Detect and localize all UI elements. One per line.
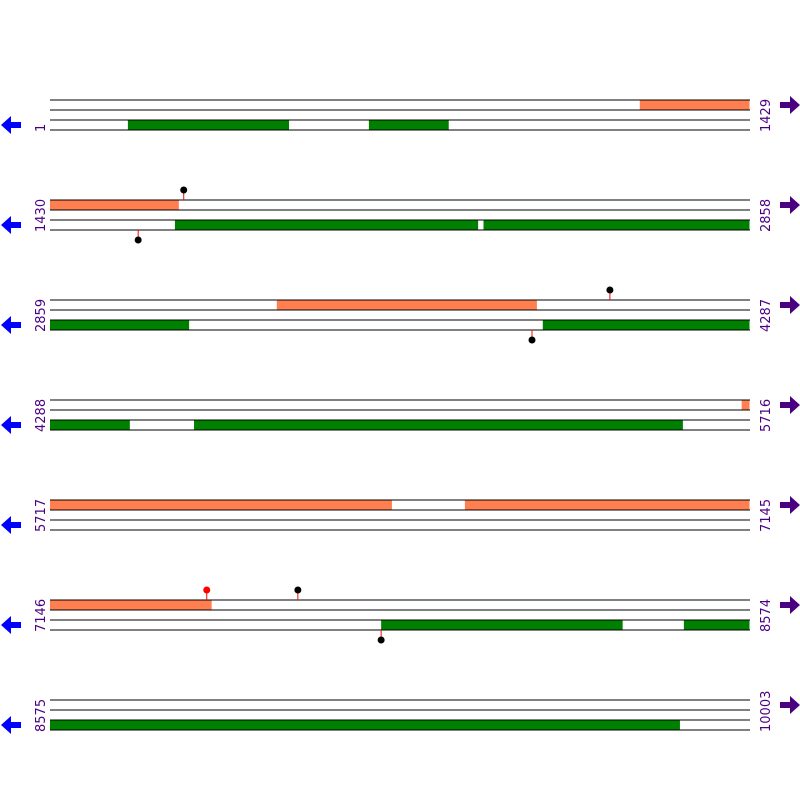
forward-arrow (780, 596, 800, 614)
forward-feature (50, 600, 212, 610)
forward-feature (50, 200, 179, 210)
forward-feature (639, 100, 750, 110)
reverse-feature (194, 420, 683, 430)
reverse-feature (50, 320, 190, 330)
reverse-feature (483, 220, 750, 230)
reverse-arrow (1, 216, 21, 234)
forward-feature (50, 500, 392, 510)
start-label: 7146 (34, 599, 49, 632)
end-label: 2858 (759, 199, 774, 232)
site-marker (294, 586, 302, 594)
reverse-feature (50, 420, 130, 430)
reverse-arrow (1, 516, 21, 534)
forward-arrow (780, 296, 800, 314)
end-label: 8574 (759, 599, 774, 632)
forward-arrow (780, 496, 800, 514)
end-label: 7145 (759, 499, 774, 532)
start-label: 1430 (34, 199, 49, 232)
reverse-arrow (1, 116, 21, 134)
forward-feature (741, 400, 750, 410)
site-marker (606, 286, 614, 294)
forward-feature (464, 500, 750, 510)
forward-arrow (780, 96, 800, 114)
reverse-feature (174, 220, 479, 230)
site-marker (203, 586, 211, 594)
forward-arrow (780, 696, 800, 714)
site-marker (528, 336, 536, 344)
forward-feature (276, 300, 537, 310)
site-marker (180, 186, 188, 194)
reverse-arrow (1, 316, 21, 334)
site-marker (377, 636, 385, 644)
forward-arrow (780, 396, 800, 414)
reverse-feature (368, 120, 449, 130)
forward-arrow (780, 196, 800, 214)
end-label: 10003 (759, 691, 774, 732)
reverse-feature (542, 320, 750, 330)
reverse-arrow (1, 616, 21, 634)
reverse-feature (50, 720, 680, 730)
end-label: 4287 (759, 299, 774, 332)
reverse-feature (127, 120, 290, 130)
start-label: 8575 (34, 699, 49, 732)
start-label: 4288 (34, 399, 49, 432)
reverse-arrow (1, 416, 21, 434)
end-label: 5716 (759, 399, 774, 432)
site-marker (134, 236, 142, 244)
start-label: 1 (34, 124, 49, 132)
reverse-feature (381, 620, 623, 630)
start-label: 5717 (34, 499, 49, 532)
end-label: 1429 (759, 99, 774, 132)
start-label: 2859 (34, 299, 49, 332)
reverse-arrow (1, 716, 21, 734)
reverse-feature (683, 620, 750, 630)
